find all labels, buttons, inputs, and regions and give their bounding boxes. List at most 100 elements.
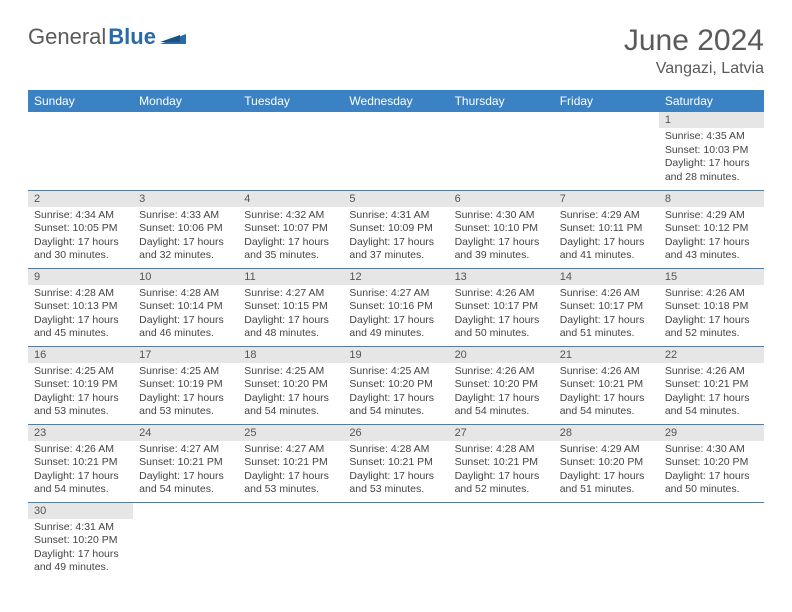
day-number: 16 [28,347,133,363]
weekday-header: Saturday [659,90,764,112]
day-number: 3 [133,191,238,207]
calendar-day: 20Sunrise: 4:26 AMSunset: 10:20 PMDaylig… [449,346,554,424]
calendar-day: 29Sunrise: 4:30 AMSunset: 10:20 PMDaylig… [659,424,764,502]
day-number: 25 [238,425,343,441]
calendar-empty [28,112,133,190]
calendar-empty [343,502,448,580]
calendar-empty [343,112,448,190]
day-details: Sunrise: 4:27 AMSunset: 10:15 PMDaylight… [238,285,343,344]
day-number: 26 [343,425,448,441]
day-details: Sunrise: 4:32 AMSunset: 10:07 PMDaylight… [238,207,343,266]
day-details: Sunrise: 4:26 AMSunset: 10:21 PMDaylight… [554,363,659,422]
calendar-empty [133,502,238,580]
day-details: Sunrise: 4:29 AMSunset: 10:11 PMDaylight… [554,207,659,266]
day-number: 15 [659,269,764,285]
calendar-day: 13Sunrise: 4:26 AMSunset: 10:17 PMDaylig… [449,268,554,346]
day-number: 4 [238,191,343,207]
day-details: Sunrise: 4:35 AMSunset: 10:03 PMDaylight… [659,128,764,187]
day-details: Sunrise: 4:25 AMSunset: 10:19 PMDaylight… [133,363,238,422]
day-details: Sunrise: 4:25 AMSunset: 10:20 PMDaylight… [343,363,448,422]
day-number: 28 [554,425,659,441]
calendar-body: 1Sunrise: 4:35 AMSunset: 10:03 PMDayligh… [28,112,764,580]
calendar-empty [554,502,659,580]
calendar-day: 12Sunrise: 4:27 AMSunset: 10:16 PMDaylig… [343,268,448,346]
day-details: Sunrise: 4:31 AMSunset: 10:20 PMDaylight… [28,519,133,578]
day-number: 23 [28,425,133,441]
calendar-empty [238,112,343,190]
day-details: Sunrise: 4:30 AMSunset: 10:20 PMDaylight… [659,441,764,500]
calendar-day: 30Sunrise: 4:31 AMSunset: 10:20 PMDaylig… [28,502,133,580]
calendar-day: 19Sunrise: 4:25 AMSunset: 10:20 PMDaylig… [343,346,448,424]
day-details: Sunrise: 4:27 AMSunset: 10:16 PMDaylight… [343,285,448,344]
calendar-day: 5Sunrise: 4:31 AMSunset: 10:09 PMDayligh… [343,190,448,268]
weekday-header: Friday [554,90,659,112]
day-details: Sunrise: 4:26 AMSunset: 10:17 PMDaylight… [449,285,554,344]
day-number: 11 [238,269,343,285]
calendar-row: 1Sunrise: 4:35 AMSunset: 10:03 PMDayligh… [28,112,764,190]
weekday-header-row: SundayMondayTuesdayWednesdayThursdayFrid… [28,90,764,112]
day-details: Sunrise: 4:26 AMSunset: 10:21 PMDaylight… [28,441,133,500]
calendar-empty [659,502,764,580]
day-number: 8 [659,191,764,207]
day-number: 12 [343,269,448,285]
day-number: 6 [449,191,554,207]
logo: GeneralBlue [28,24,186,50]
day-details: Sunrise: 4:33 AMSunset: 10:06 PMDaylight… [133,207,238,266]
calendar-table: SundayMondayTuesdayWednesdayThursdayFrid… [28,90,764,580]
title-block: June 2024 Vangazi, Latvia [624,24,764,78]
day-number: 5 [343,191,448,207]
calendar-day: 27Sunrise: 4:28 AMSunset: 10:21 PMDaylig… [449,424,554,502]
day-number: 29 [659,425,764,441]
calendar-day: 22Sunrise: 4:26 AMSunset: 10:21 PMDaylig… [659,346,764,424]
day-details: Sunrise: 4:28 AMSunset: 10:14 PMDaylight… [133,285,238,344]
calendar-day: 9Sunrise: 4:28 AMSunset: 10:13 PMDayligh… [28,268,133,346]
day-number: 20 [449,347,554,363]
calendar-day: 4Sunrise: 4:32 AMSunset: 10:07 PMDayligh… [238,190,343,268]
day-details: Sunrise: 4:26 AMSunset: 10:21 PMDaylight… [659,363,764,422]
calendar-empty [449,112,554,190]
day-details: Sunrise: 4:34 AMSunset: 10:05 PMDaylight… [28,207,133,266]
calendar-day: 14Sunrise: 4:26 AMSunset: 10:17 PMDaylig… [554,268,659,346]
month-title: June 2024 [624,24,764,58]
logo-text-general: General [28,24,106,50]
day-number: 17 [133,347,238,363]
day-details: Sunrise: 4:25 AMSunset: 10:20 PMDaylight… [238,363,343,422]
calendar-day: 21Sunrise: 4:26 AMSunset: 10:21 PMDaylig… [554,346,659,424]
calendar-empty [554,112,659,190]
day-details: Sunrise: 4:27 AMSunset: 10:21 PMDaylight… [133,441,238,500]
day-number: 9 [28,269,133,285]
calendar-day: 17Sunrise: 4:25 AMSunset: 10:19 PMDaylig… [133,346,238,424]
day-details: Sunrise: 4:26 AMSunset: 10:17 PMDaylight… [554,285,659,344]
day-number: 27 [449,425,554,441]
day-number: 14 [554,269,659,285]
weekday-header: Sunday [28,90,133,112]
day-number: 1 [659,112,764,128]
location: Vangazi, Latvia [624,60,764,78]
calendar-day: 8Sunrise: 4:29 AMSunset: 10:12 PMDayligh… [659,190,764,268]
day-details: Sunrise: 4:26 AMSunset: 10:20 PMDaylight… [449,363,554,422]
calendar-day: 28Sunrise: 4:29 AMSunset: 10:20 PMDaylig… [554,424,659,502]
day-number: 24 [133,425,238,441]
day-details: Sunrise: 4:28 AMSunset: 10:21 PMDaylight… [449,441,554,500]
calendar-row: 9Sunrise: 4:28 AMSunset: 10:13 PMDayligh… [28,268,764,346]
calendar-day: 11Sunrise: 4:27 AMSunset: 10:15 PMDaylig… [238,268,343,346]
day-details: Sunrise: 4:28 AMSunset: 10:21 PMDaylight… [343,441,448,500]
calendar-day: 3Sunrise: 4:33 AMSunset: 10:06 PMDayligh… [133,190,238,268]
day-details: Sunrise: 4:27 AMSunset: 10:21 PMDaylight… [238,441,343,500]
calendar-empty [449,502,554,580]
day-number: 21 [554,347,659,363]
calendar-day: 10Sunrise: 4:28 AMSunset: 10:14 PMDaylig… [133,268,238,346]
day-number: 2 [28,191,133,207]
weekday-header: Thursday [449,90,554,112]
day-details: Sunrise: 4:28 AMSunset: 10:13 PMDaylight… [28,285,133,344]
calendar-day: 7Sunrise: 4:29 AMSunset: 10:11 PMDayligh… [554,190,659,268]
calendar-row: 16Sunrise: 4:25 AMSunset: 10:19 PMDaylig… [28,346,764,424]
calendar-empty [238,502,343,580]
weekday-header: Tuesday [238,90,343,112]
calendar-day: 6Sunrise: 4:30 AMSunset: 10:10 PMDayligh… [449,190,554,268]
day-details: Sunrise: 4:25 AMSunset: 10:19 PMDaylight… [28,363,133,422]
day-details: Sunrise: 4:29 AMSunset: 10:20 PMDaylight… [554,441,659,500]
calendar-row: 23Sunrise: 4:26 AMSunset: 10:21 PMDaylig… [28,424,764,502]
calendar-day: 15Sunrise: 4:26 AMSunset: 10:18 PMDaylig… [659,268,764,346]
day-number: 7 [554,191,659,207]
